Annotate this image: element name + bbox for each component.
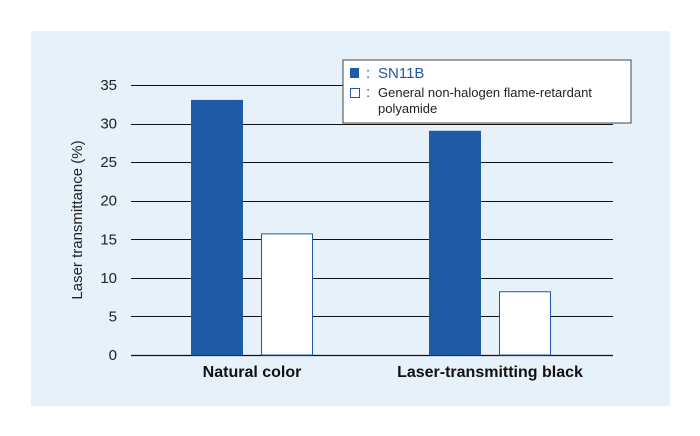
bar-general-1 <box>499 291 551 356</box>
legend-label-general-line1: General non-halogen flame-retardant <box>378 85 592 100</box>
y-tick-label: 25 <box>100 154 117 171</box>
legend-marker-hollow <box>350 88 360 98</box>
legend-separator-1: : <box>366 65 370 82</box>
legend-box <box>342 59 632 124</box>
category-label: Natural color <box>203 364 302 381</box>
y-tick-label: 30 <box>100 116 117 133</box>
y-tick-label: 10 <box>100 270 117 287</box>
bar-sn11b-0 <box>191 99 243 356</box>
bar-general-0 <box>261 233 313 356</box>
legend-label-general-line2: polyamide <box>378 101 437 116</box>
bar-sn11b-1 <box>429 130 481 356</box>
y-tick-labels: 0 5 10 15 20 25 30 35 <box>100 77 117 364</box>
y-tick-label: 20 <box>100 193 117 210</box>
y-tick-label: 0 <box>109 347 117 364</box>
y-tick-label: 5 <box>109 308 117 325</box>
legend-label-sn11b: SN11B <box>378 65 424 82</box>
legend-separator-2: : <box>366 84 370 101</box>
category-label: Laser-transmitting black <box>397 364 583 381</box>
y-tick-label: 15 <box>100 231 117 248</box>
y-tick-label: 35 <box>100 77 117 94</box>
category-labels: Natural color Laser-transmitting black <box>203 364 583 381</box>
bars <box>191 99 551 356</box>
y-axis-label: Laser transmittance (%) <box>69 140 86 299</box>
legend-marker-filled <box>350 68 359 78</box>
legend: : SN11B : General non-halogen flame-reta… <box>342 59 632 124</box>
